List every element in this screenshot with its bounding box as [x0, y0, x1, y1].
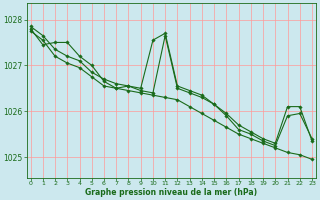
X-axis label: Graphe pression niveau de la mer (hPa): Graphe pression niveau de la mer (hPa) — [85, 188, 257, 197]
